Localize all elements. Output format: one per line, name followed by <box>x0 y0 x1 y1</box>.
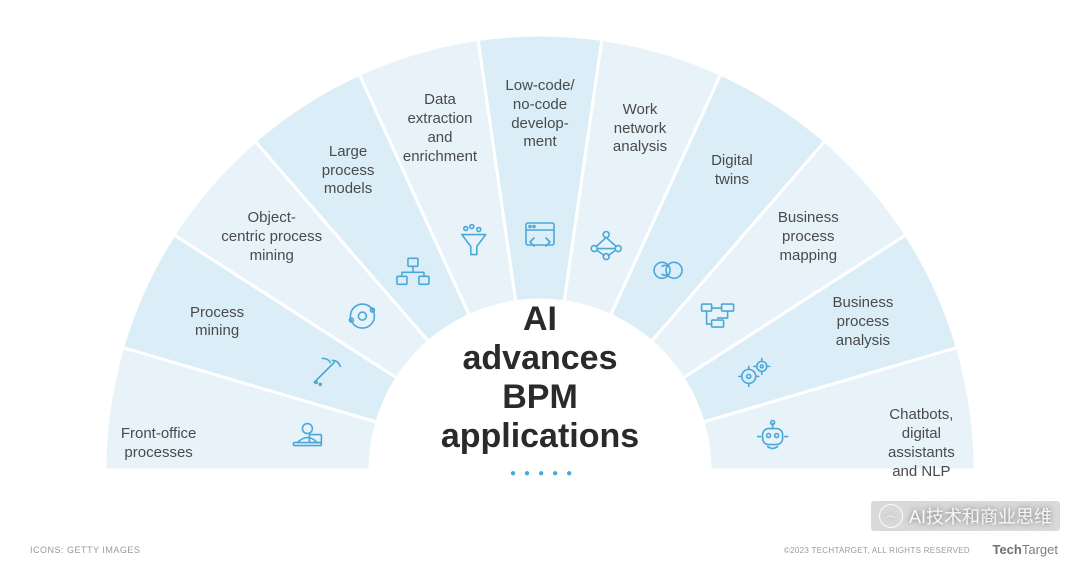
segment-label: Low-code/no-codedevelop-ment <box>485 77 595 152</box>
center-line-3: BPM <box>502 378 578 416</box>
watermark: ෴ AI技术和商业思维 <box>871 501 1060 531</box>
brand-prefix: Tech <box>992 542 1021 557</box>
segment-label: Object-centric processmining <box>217 209 327 265</box>
segment-label: Front-officeprocesses <box>104 425 214 463</box>
wechat-icon: ෴ <box>879 504 903 528</box>
icons-credit: ICONS: GETTY IMAGES <box>30 545 140 555</box>
segment-label: Chatbots,digitalassistantsand NLP <box>866 406 976 481</box>
center-line-2: advances <box>463 339 618 377</box>
center-title: AI advances BPM applications <box>420 300 660 456</box>
segment-label: Dataextractionandenrichment <box>385 91 495 166</box>
diagram-canvas: Front-officeprocesses Processmining Object… <box>0 0 1080 567</box>
segment-label: Businessprocessmapping <box>753 209 863 265</box>
center-dots: ●●●●● <box>510 468 580 479</box>
segment-label: Digitaltwins <box>677 152 787 190</box>
segment-label: Processmining <box>162 304 272 342</box>
center-line-4: applications <box>441 417 639 455</box>
watermark-text: AI技术和商业思维 <box>909 503 1052 529</box>
brand-suffix: Target <box>1022 542 1058 557</box>
segment-label: Worknetworkanalysis <box>585 101 695 157</box>
copyright-text: ©2023 TECHTARGET, ALL RIGHTS RESERVED <box>784 546 970 555</box>
center-line-1: AI <box>523 300 557 338</box>
brand-logo: TechTarget <box>992 542 1058 557</box>
segment-label: Businessprocessanalysis <box>808 294 918 350</box>
